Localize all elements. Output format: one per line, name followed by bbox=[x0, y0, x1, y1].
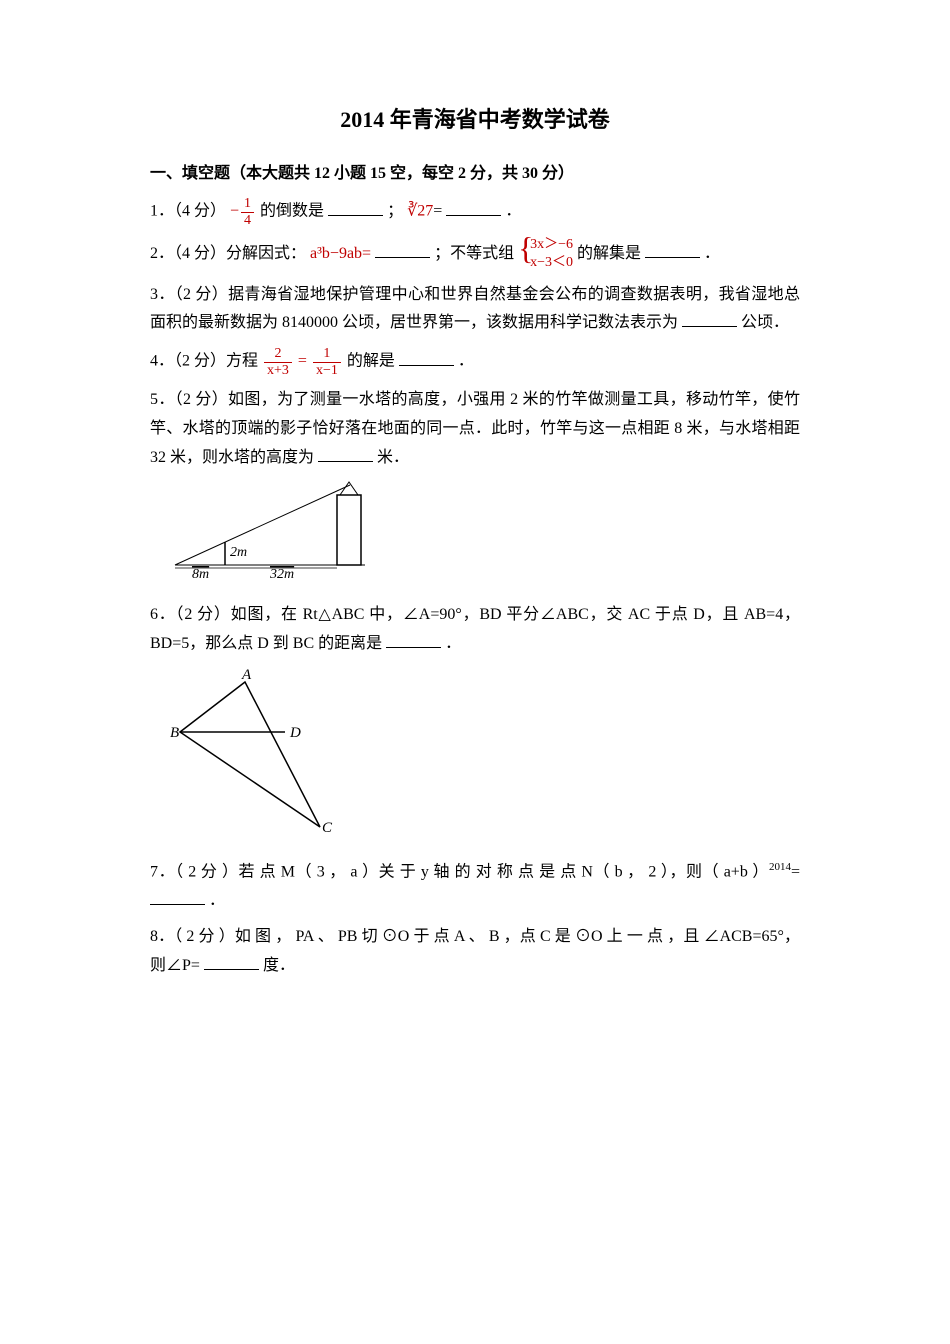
q2-end: ． bbox=[704, 245, 720, 262]
section-header: 一、填空题（本大题共 12 小题 15 空，每空 2 分，共 30 分） bbox=[150, 160, 800, 189]
q2-expr: a³b−9ab= bbox=[310, 245, 371, 262]
question-4: 4．（2 分）方程 2x+3 = 1x−1 的解是 ． bbox=[150, 346, 800, 378]
question-5: 5．（2 分）如图，为了测量一水塔的高度，小强用 2 米的竹竿做测量工具，移动竹… bbox=[150, 386, 800, 472]
q4-end: ． bbox=[458, 353, 474, 370]
q4-frac1: 2x+3 bbox=[264, 346, 292, 378]
q6-end: ． bbox=[445, 635, 461, 652]
q1-eq: = bbox=[433, 203, 442, 220]
q5-prefix: 5．（2 分）如图，为了测量一水塔的高度，小强用 2 米的竹竿做测量工具，移动竹… bbox=[150, 391, 800, 466]
svg-text:D: D bbox=[289, 725, 301, 741]
question-1: 1．（4 分） −14 的倒数是 ； ∛27= ． bbox=[150, 196, 800, 228]
q2-blank-1 bbox=[375, 241, 430, 258]
q6-prefix: 6．（2 分）如图，在 Rt△ABC 中，∠A=90°，BD 平分∠ABC，交 … bbox=[150, 606, 800, 652]
q4-eq: = bbox=[298, 353, 307, 370]
q3-blank bbox=[682, 310, 737, 327]
page-title: 2014 年青海省中考数学试卷 bbox=[150, 100, 800, 140]
q7-sup: 2014 bbox=[769, 861, 791, 873]
q1-end: ． bbox=[505, 203, 521, 220]
q1-part1a: 的倒数是 bbox=[260, 203, 324, 220]
svg-text:32m: 32m bbox=[269, 567, 294, 580]
q1-frac: 14 bbox=[241, 196, 254, 228]
q1-prefix: 1．（4 分） bbox=[150, 203, 226, 220]
q4-prefix: 4．（2 分）方程 bbox=[150, 353, 258, 370]
q8-suffix: 度． bbox=[263, 957, 295, 974]
q6-blank bbox=[386, 631, 441, 648]
q4-blank bbox=[399, 349, 454, 366]
q4-frac2: 1x−1 bbox=[313, 346, 341, 378]
q5-blank bbox=[318, 445, 373, 462]
q1-cbrt: ∛27 bbox=[407, 203, 433, 220]
q7-end: ． bbox=[209, 892, 225, 909]
question-6: 6．（2 分）如图，在 Rt△ABC 中，∠A=90°，BD 平分∠ABC，交 … bbox=[150, 601, 800, 659]
svg-text:B: B bbox=[170, 725, 179, 741]
q3-suffix: 公顷． bbox=[741, 314, 789, 331]
q2-prefix: 2．（4 分）分解因式： bbox=[150, 245, 306, 262]
question-7: 7．（ 2 分 ）若 点 M（ 3 ， a ）关 于 y 轴 的 对 称 点 是… bbox=[150, 858, 800, 916]
q1-blank-1 bbox=[328, 199, 383, 216]
q5-suffix: 米． bbox=[377, 449, 409, 466]
q2-system: 3x＞−6 x−3＜0 bbox=[518, 236, 573, 272]
svg-text:2m: 2m bbox=[230, 545, 247, 560]
svg-text:8m: 8m bbox=[192, 567, 209, 580]
q4-after: 的解是 bbox=[347, 353, 395, 370]
q5-figure: 2m 8m 32m bbox=[170, 480, 800, 591]
q2-blank-2 bbox=[645, 241, 700, 258]
q6-figure: A B C D bbox=[170, 667, 800, 848]
question-8: 8．（ 2 分 ）如 图 ， PA 、 PB 切 ⊙O 于 点 A 、 B ，点… bbox=[150, 923, 800, 981]
q7-blank bbox=[150, 888, 205, 905]
svg-text:C: C bbox=[322, 820, 333, 836]
q1-sep: ； bbox=[387, 203, 403, 220]
q2-sep: ；不等式组 bbox=[434, 245, 514, 262]
q8-blank bbox=[204, 953, 259, 970]
q1-neg: − bbox=[230, 203, 239, 220]
q1-blank-2 bbox=[446, 199, 501, 216]
q7-prefix: 7．（ 2 分 ）若 点 M（ 3 ， a ）关 于 y 轴 的 对 称 点 是… bbox=[150, 863, 769, 880]
question-2: 2．（4 分）分解因式： a³b−9ab= ；不等式组 3x＞−6 x−3＜0 … bbox=[150, 236, 800, 272]
q2-after: 的解集是 bbox=[577, 245, 641, 262]
question-3: 3．（2 分）据青海省湿地保护管理中心和世界自然基金会公布的调查数据表明，我省湿… bbox=[150, 281, 800, 339]
q7-eq: = bbox=[791, 863, 800, 880]
svg-text:A: A bbox=[241, 667, 252, 683]
